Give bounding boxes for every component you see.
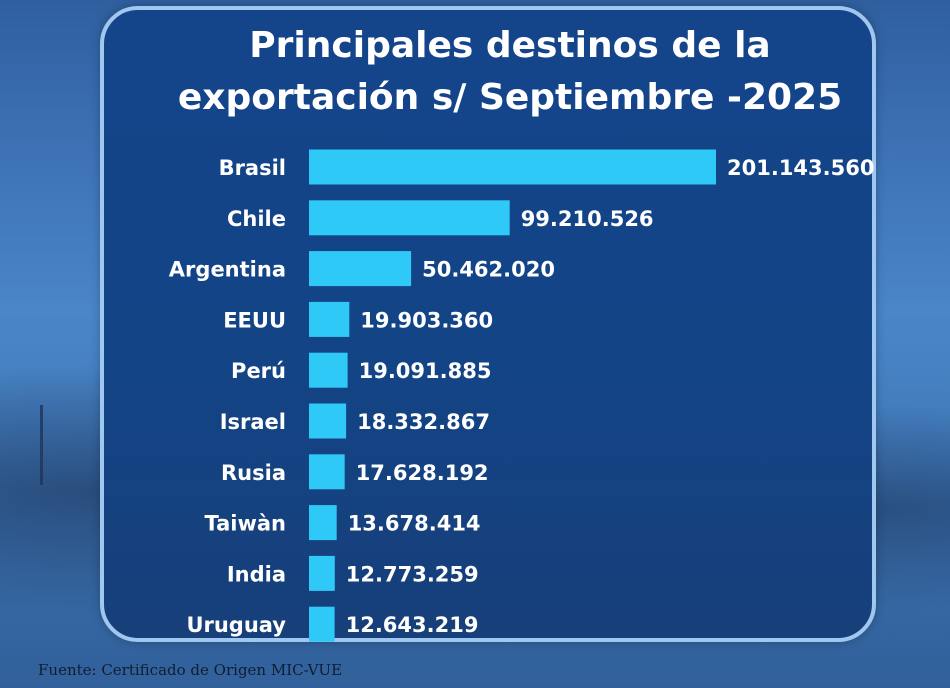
chart-title-line-2: exportación s/ Septiembre -2025: [177, 77, 843, 118]
value-label-8: 12.773.259: [346, 562, 479, 586]
chart-panel: [100, 6, 876, 642]
value-label-1: 99.210.526: [521, 207, 654, 231]
value-label-4: 19.091.885: [359, 359, 492, 383]
bar-0: [309, 149, 716, 185]
bar-4: [309, 352, 348, 388]
category-label-4: Perú: [231, 359, 286, 383]
category-label-5: Israel: [220, 410, 286, 434]
bar-6: [309, 454, 345, 490]
category-label-1: Chile: [227, 207, 286, 231]
bar-5: [309, 403, 347, 439]
category-label-3: EEUU: [223, 308, 286, 332]
category-label-0: Brasil: [219, 156, 286, 180]
bar-8: [309, 555, 335, 591]
bar-3: [309, 301, 350, 337]
value-label-3: 19.903.360: [360, 308, 493, 332]
chart-title: Principales destinos de la exportación s…: [150, 20, 870, 124]
bar-1: [309, 200, 510, 236]
chart-title-line-1: Principales destinos de la: [249, 25, 771, 66]
bar-9: [309, 606, 335, 642]
value-label-7: 13.678.414: [348, 512, 481, 536]
value-label-2: 50.462.020: [422, 258, 555, 282]
category-label-7: Taiwàn: [204, 512, 286, 536]
category-label-8: India: [227, 562, 286, 586]
category-label-9: Uruguay: [186, 613, 286, 637]
category-label-2: Argentina: [169, 258, 286, 282]
background-pole: [40, 405, 43, 485]
source-note: Fuente: Certificado de Origen MIC-VUE: [38, 661, 343, 679]
bar-2: [309, 251, 412, 287]
value-label-6: 17.628.192: [356, 461, 489, 485]
category-label-6: Rusia: [221, 461, 286, 485]
value-label-5: 18.332.867: [357, 410, 490, 434]
value-label-9: 12.643.219: [346, 613, 479, 637]
value-label-0: 201.143.560: [727, 156, 874, 180]
bar-7: [309, 505, 337, 541]
